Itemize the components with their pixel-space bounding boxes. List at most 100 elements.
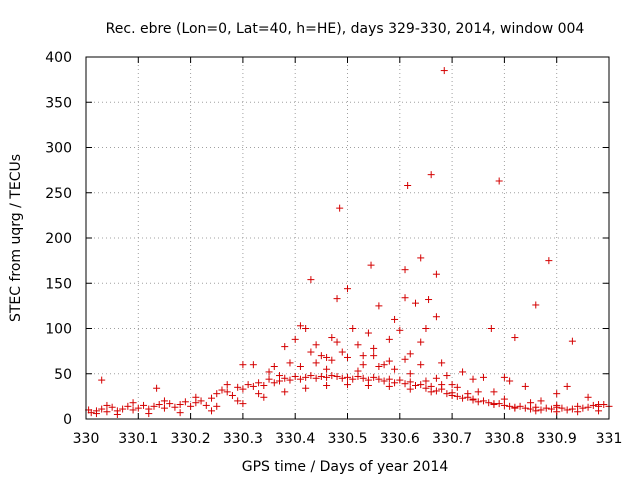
data-point — [291, 335, 299, 343]
data-point — [364, 329, 372, 337]
data-point — [124, 402, 132, 410]
data-point — [417, 361, 425, 369]
data-point — [443, 390, 451, 398]
x-tick-label: 330.4 — [275, 431, 315, 447]
data-point — [427, 388, 435, 396]
data-point — [103, 408, 111, 416]
data-point — [370, 373, 378, 381]
data-point — [401, 294, 409, 302]
data-point — [364, 382, 372, 390]
data-point — [532, 407, 540, 415]
data-point — [239, 385, 247, 393]
data-point — [511, 334, 519, 342]
y-tick-label: 350 — [45, 95, 72, 111]
data-point — [432, 387, 440, 395]
data-point — [328, 372, 336, 380]
data-point — [417, 381, 425, 389]
data-point — [500, 395, 508, 403]
data-point — [265, 375, 273, 383]
data-point — [516, 402, 524, 410]
data-point — [589, 401, 597, 409]
data-point — [453, 392, 461, 400]
data-point — [547, 405, 555, 413]
data-point — [160, 397, 168, 405]
data-point — [521, 404, 529, 412]
data-point — [129, 399, 137, 407]
data-point — [359, 352, 367, 360]
x-tick-label: 330.3 — [223, 431, 263, 447]
y-tick-label: 50 — [54, 367, 72, 383]
data-point — [239, 400, 247, 408]
data-point — [312, 374, 320, 382]
data-point — [385, 357, 393, 365]
data-point — [401, 266, 409, 274]
data-point — [234, 397, 242, 405]
data-point — [487, 325, 495, 332]
data-point — [396, 376, 404, 384]
data-point — [367, 261, 375, 269]
data-point — [479, 397, 487, 405]
data-point — [574, 408, 582, 416]
x-tick-label: 330.9 — [537, 431, 577, 447]
data-point — [108, 403, 116, 411]
chart-title: Rec. ebre (Lon=0, Lat=40, h=HE), days 32… — [106, 21, 585, 37]
data-point — [432, 313, 440, 321]
data-point — [307, 276, 315, 284]
data-point — [260, 382, 268, 390]
data-point — [459, 394, 467, 402]
data-point — [296, 363, 304, 371]
data-point — [417, 338, 425, 346]
data-point — [359, 361, 367, 369]
data-point — [568, 337, 576, 345]
data-point — [249, 382, 257, 390]
data-point — [344, 373, 351, 381]
data-point — [344, 381, 351, 389]
data-point — [391, 379, 399, 387]
data-point — [166, 400, 174, 408]
data-point — [479, 373, 487, 381]
data-point — [302, 384, 310, 392]
data-point — [213, 390, 221, 398]
data-point — [417, 254, 425, 262]
data-point — [333, 372, 341, 380]
data-point — [380, 361, 388, 369]
data-point — [380, 377, 388, 385]
data-point — [192, 393, 200, 401]
data-point — [385, 375, 393, 383]
data-point — [181, 398, 189, 406]
data-point — [406, 385, 414, 393]
data-point — [584, 403, 592, 411]
data-point — [302, 325, 310, 332]
data-point — [375, 375, 383, 383]
data-point — [202, 401, 210, 409]
x-tick-label: 330.2 — [171, 431, 211, 447]
data-point — [406, 378, 414, 386]
data-point — [317, 372, 325, 380]
data-point — [323, 373, 331, 381]
data-point — [103, 401, 111, 409]
data-point — [281, 343, 289, 351]
data-point — [140, 401, 148, 409]
data-point — [286, 359, 294, 367]
data-point — [490, 400, 498, 408]
data-points — [85, 67, 613, 418]
data-point — [145, 410, 153, 418]
y-tick-label: 200 — [45, 231, 72, 247]
data-point — [197, 397, 205, 405]
data-point — [98, 376, 106, 384]
y-tick-label: 400 — [45, 50, 72, 66]
data-point — [579, 404, 587, 412]
data-point — [328, 334, 336, 342]
data-point — [422, 325, 430, 332]
data-point — [150, 402, 158, 410]
data-point — [153, 384, 161, 392]
data-point — [344, 353, 351, 361]
data-point — [404, 182, 412, 190]
data-point — [307, 348, 315, 356]
data-point — [532, 301, 540, 309]
data-point — [370, 352, 378, 360]
data-point — [176, 409, 184, 417]
data-point — [208, 407, 216, 415]
data-point — [545, 257, 553, 265]
